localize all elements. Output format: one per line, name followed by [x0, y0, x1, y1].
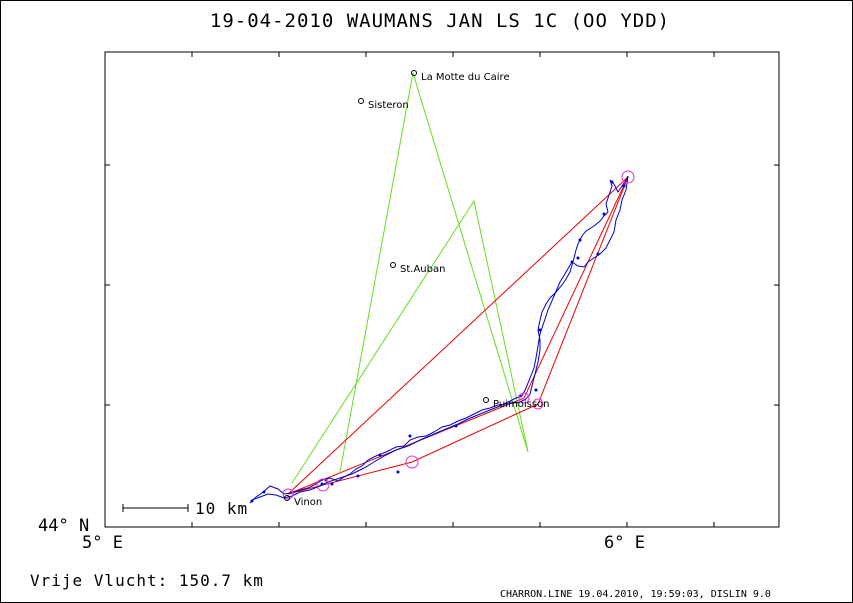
city-label-la-motte: La Motte du Caire [421, 72, 510, 83]
scale-bar [122, 504, 189, 512]
free-flight-distance: Vrije Vlucht: 150.7 km [30, 571, 264, 590]
axis-ticks [105, 52, 779, 527]
lat-label: 44° N [38, 516, 89, 536]
city-marker-la-motte [411, 70, 417, 76]
plot-frame [104, 51, 780, 528]
task-line [291, 72, 529, 484]
gps-track [249, 175, 629, 504]
footer-info: CHARRON.LINE 19.04.2010, 19:59:03, DISLI… [500, 589, 771, 600]
city-marker-sisteron [358, 98, 364, 104]
scale-bar-label: 10 km [195, 499, 248, 518]
city-marker-vinon [284, 495, 290, 501]
city-label-sisteron: Sisteron [368, 100, 409, 111]
map-title: 19-04-2010 WAUMANS JAN LS 1C (OO YDD) [210, 10, 670, 32]
city-markers [284, 70, 489, 501]
course-lines [287, 176, 629, 495]
lon-label-5e: 5° E [82, 533, 123, 553]
turnpoint-markers [282, 170, 635, 500]
city-marker-st-auban [390, 262, 396, 268]
city-marker-puimoisson [483, 397, 489, 403]
track-fixes [250, 180, 626, 503]
city-label-st-auban: St.Auban [400, 264, 445, 275]
gps-track-return [251, 261, 573, 501]
city-label-puimoisson: Puimoisson [493, 399, 549, 410]
city-label-vinon: Vinon [294, 497, 322, 508]
lon-label-6e: 6° E [604, 533, 645, 553]
